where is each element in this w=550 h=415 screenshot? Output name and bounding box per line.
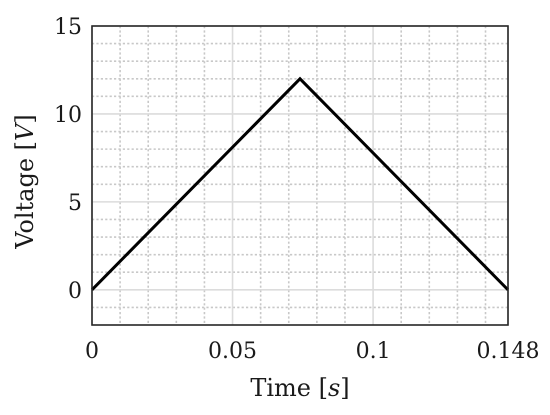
- y-axis-label: Voltage [V]: [11, 114, 39, 250]
- y-tick-label: 5: [68, 191, 82, 216]
- y-tick-label: 15: [54, 15, 82, 40]
- x-tick-label: 0: [85, 339, 99, 364]
- y-tick-label: 10: [54, 103, 82, 128]
- plot-area: [90, 76, 510, 291]
- tick-labels: 0 0.05 0.1 0.148 0 5 10 15: [54, 15, 539, 364]
- x-tick-label: 0.05: [208, 339, 257, 364]
- x-tick-label: 0.148: [477, 339, 540, 364]
- y-tick-label: 0: [68, 279, 82, 304]
- x-axis-label: Time [s]: [250, 374, 349, 402]
- grid: [91, 25, 509, 325]
- axes-box: [91, 25, 509, 326]
- voltage-series-line: [90, 76, 510, 291]
- x-tick-label: 0.1: [356, 339, 391, 364]
